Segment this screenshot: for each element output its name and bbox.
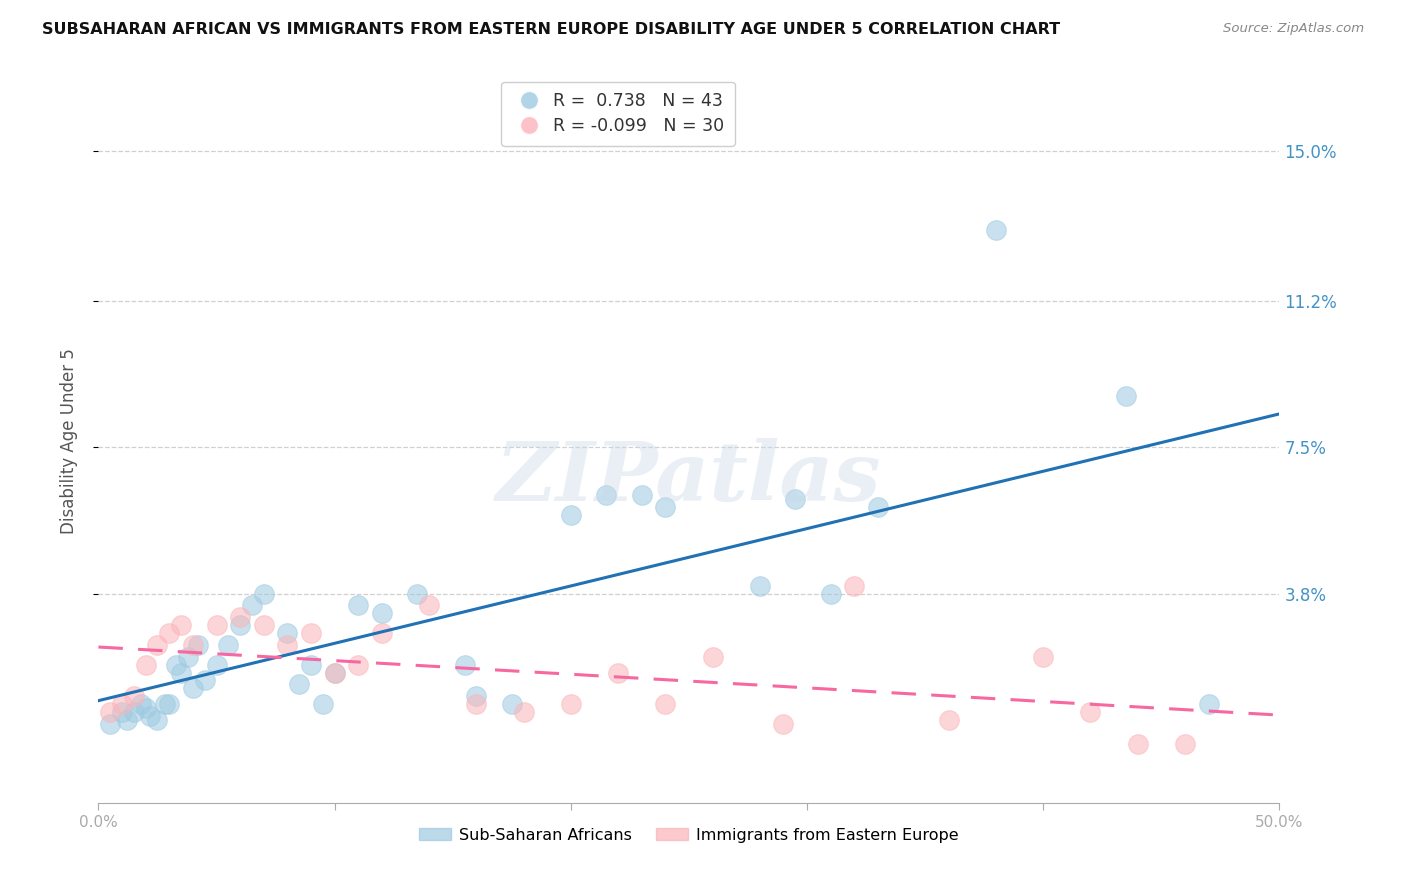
Point xyxy=(217,638,239,652)
Point xyxy=(512,705,534,719)
Point xyxy=(194,673,217,688)
Point xyxy=(253,618,276,632)
Point xyxy=(170,618,193,632)
Point xyxy=(122,689,145,703)
Point xyxy=(323,665,346,680)
Point xyxy=(418,599,440,613)
Point xyxy=(299,626,322,640)
Point xyxy=(153,697,176,711)
Point xyxy=(654,697,676,711)
Point xyxy=(371,626,394,640)
Point xyxy=(229,618,252,632)
Point xyxy=(129,697,152,711)
Point xyxy=(165,657,187,672)
Point xyxy=(560,508,582,522)
Point xyxy=(654,500,676,514)
Point xyxy=(866,500,889,514)
Text: SUBSAHARAN AFRICAN VS IMMIGRANTS FROM EASTERN EUROPE DISABILITY AGE UNDER 5 CORR: SUBSAHARAN AFRICAN VS IMMIGRANTS FROM EA… xyxy=(42,22,1060,37)
Point xyxy=(560,697,582,711)
Point xyxy=(122,705,145,719)
Point xyxy=(253,586,276,600)
Point xyxy=(205,657,228,672)
Point xyxy=(406,586,429,600)
Point xyxy=(465,689,488,703)
Point xyxy=(453,657,475,672)
Point xyxy=(748,579,770,593)
Point xyxy=(205,618,228,632)
Point xyxy=(312,697,335,711)
Point xyxy=(146,638,169,652)
Point xyxy=(111,705,134,719)
Point xyxy=(1032,649,1054,664)
Point xyxy=(181,681,204,696)
Text: Source: ZipAtlas.com: Source: ZipAtlas.com xyxy=(1223,22,1364,36)
Point xyxy=(501,697,523,711)
Point xyxy=(139,709,162,723)
Point xyxy=(276,626,298,640)
Point xyxy=(607,665,630,680)
Point xyxy=(111,697,134,711)
Point xyxy=(98,716,121,731)
Point xyxy=(146,713,169,727)
Point xyxy=(1115,389,1137,403)
Point xyxy=(240,599,263,613)
Point xyxy=(115,713,138,727)
Point xyxy=(772,716,794,731)
Point xyxy=(98,705,121,719)
Point xyxy=(347,599,370,613)
Legend: Sub-Saharan Africans, Immigrants from Eastern Europe: Sub-Saharan Africans, Immigrants from Ea… xyxy=(413,822,965,849)
Point xyxy=(229,610,252,624)
Point xyxy=(984,223,1007,237)
Point xyxy=(465,697,488,711)
Point xyxy=(785,491,807,506)
Point xyxy=(288,677,311,691)
Point xyxy=(135,657,157,672)
Point xyxy=(630,488,652,502)
Point xyxy=(1126,737,1149,751)
Point xyxy=(347,657,370,672)
Point xyxy=(276,638,298,652)
Text: ZIPatlas: ZIPatlas xyxy=(496,438,882,517)
Point xyxy=(820,586,842,600)
Y-axis label: Disability Age Under 5: Disability Age Under 5 xyxy=(59,349,77,534)
Point xyxy=(595,488,617,502)
Point xyxy=(1080,705,1102,719)
Point xyxy=(844,579,866,593)
Point xyxy=(157,626,180,640)
Point xyxy=(170,665,193,680)
Point xyxy=(157,697,180,711)
Point xyxy=(371,607,394,621)
Point xyxy=(187,638,209,652)
Point xyxy=(1174,737,1197,751)
Point xyxy=(299,657,322,672)
Point xyxy=(938,713,960,727)
Point xyxy=(181,638,204,652)
Point xyxy=(1198,697,1220,711)
Point xyxy=(702,649,724,664)
Point xyxy=(323,665,346,680)
Point xyxy=(135,701,157,715)
Point xyxy=(177,649,200,664)
